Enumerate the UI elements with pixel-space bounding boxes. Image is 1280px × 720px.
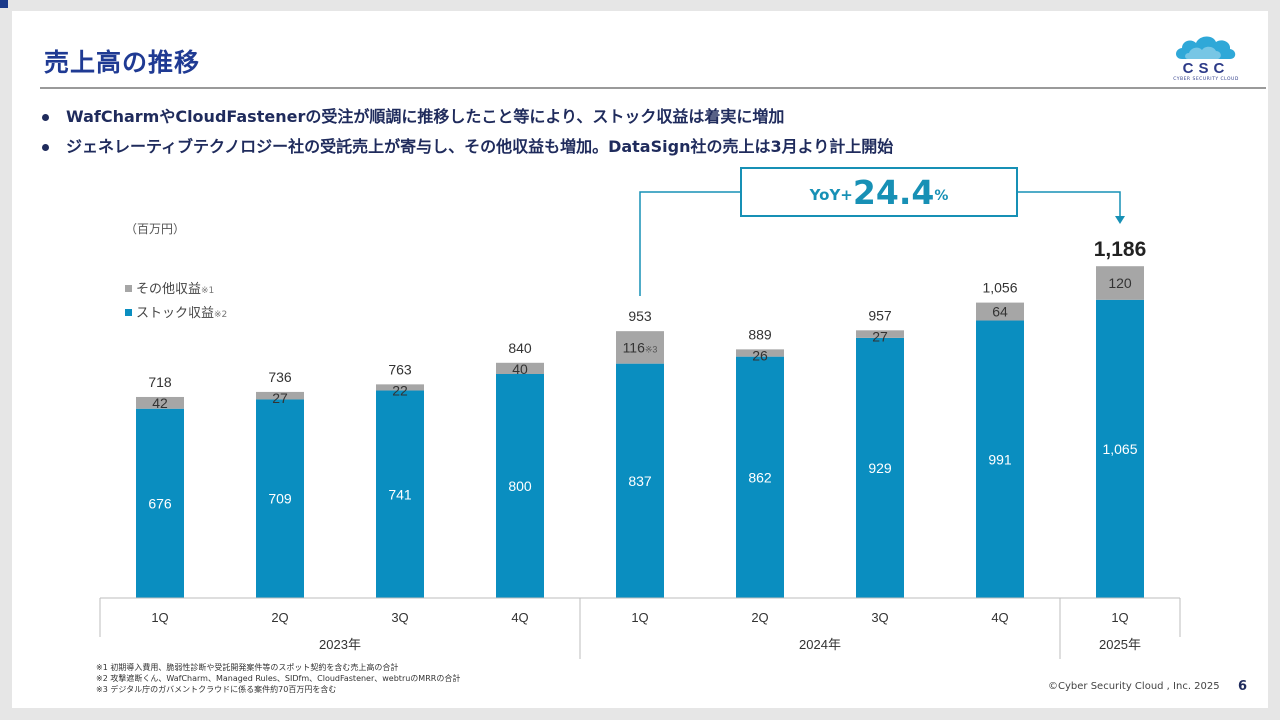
legend-label: その他収益 <box>136 282 202 297</box>
yoy-value: 24.4 <box>852 172 935 212</box>
x-tick-label: 2Q <box>271 610 288 625</box>
total-value-label: 889 <box>748 326 772 342</box>
footnote: ※2 攻撃遮断くん、WafCharm、Managed Rules、SIDfm、C… <box>96 674 461 683</box>
stock-bar <box>1096 299 1144 598</box>
stock-bar <box>976 320 1024 598</box>
legend-swatch-stock <box>125 309 132 316</box>
title-divider <box>40 87 1266 89</box>
copyright: ©Cyber Security Cloud , Inc. 2025 <box>1048 681 1220 692</box>
yoy-connector-right <box>1018 191 1121 217</box>
company-logo: CSC CYBER SECURITY CLOUD <box>1170 32 1242 82</box>
other-bar <box>976 302 1024 321</box>
summary-bullets: WafCharmやCloudFastenerの受注が順調に推移したこと等により、… <box>40 103 893 163</box>
stock-value-label: 676 <box>148 495 172 511</box>
stock-bar <box>376 390 424 598</box>
cloud-shield-icon <box>1176 36 1236 59</box>
other-value-label: 64 <box>992 304 1008 320</box>
total-value-label: 953 <box>628 308 652 324</box>
stock-value-label: 709 <box>268 491 292 507</box>
total-value-label: 763 <box>388 361 412 377</box>
legend-label: ストック収益 <box>136 306 215 321</box>
total-value-label: 736 <box>268 369 292 385</box>
x-tick-label: 4Q <box>991 610 1008 625</box>
legend-swatch-other <box>125 285 132 292</box>
other-value-label: 27 <box>872 328 888 344</box>
bullet-text: ジェネレーティブテクノロジー社の受託売上が寄与し、その他収益も増加。DataSi… <box>66 137 894 156</box>
stock-bar <box>856 337 904 598</box>
other-value-label: 22 <box>392 382 408 398</box>
yoy-connector-left <box>639 191 740 296</box>
stock-value-label: 991 <box>988 451 1012 467</box>
other-value-label: 27 <box>272 390 288 406</box>
total-value-label: 840 <box>508 340 532 356</box>
x-tick-label: 3Q <box>391 610 408 625</box>
footnote: ※1 初期導入費用、脆弱性診断や受託開発案件等のスポット契約を含む売上高の合計 <box>96 663 399 672</box>
logo-subtitle: CYBER SECURITY CLOUD <box>1173 77 1239 82</box>
x-tick-label: 1Q <box>631 610 648 625</box>
stock-bar <box>616 363 664 598</box>
bullet-item: ジェネレーティブテクノロジー社の受託売上が寄与し、その他収益も増加。DataSi… <box>40 133 893 163</box>
unit-label: （百万円） <box>125 222 186 236</box>
page-number: 6 <box>1238 679 1248 694</box>
other-value-label: 120 <box>1108 275 1132 291</box>
footnote: ※3 デジタル庁のガバメントクラウドに係る案件約70百万円を含む <box>96 685 337 694</box>
legend-note: ※1 <box>201 286 215 296</box>
stock-bar <box>496 374 544 598</box>
other-bar <box>736 349 784 357</box>
yoy-suffix: % <box>934 188 949 204</box>
legend-item-stock: ストック収益※2 <box>125 305 227 329</box>
stock-value-label: 741 <box>388 486 412 502</box>
x-tick-label: 4Q <box>511 610 528 625</box>
footnotes: ※1 初期導入費用、脆弱性診断や受託開発案件等のスポット契約を含む売上高の合計 … <box>96 662 460 695</box>
yoy-arrow-icon <box>1115 216 1125 224</box>
stock-bar <box>256 399 304 598</box>
chart-legend: その他収益※1 ストック収益※2 <box>125 281 227 329</box>
other-value-label: 26 <box>752 347 768 363</box>
total-value-label: 957 <box>868 307 892 323</box>
other-bar <box>256 391 304 400</box>
year-group-label: 2025年 <box>1099 637 1141 652</box>
corner-accent <box>0 0 8 8</box>
year-group-label: 2023年 <box>319 637 361 652</box>
x-tick-label: 3Q <box>871 610 888 625</box>
yoy-callout: YoY+ 24.4% <box>740 167 1018 217</box>
other-value-label: 42 <box>152 395 168 411</box>
other-bar <box>856 330 904 338</box>
total-value-label: 718 <box>148 374 172 390</box>
bullet-text: WafCharmやCloudFastenerの受注が順調に推移したこと等により、… <box>66 107 785 126</box>
stock-value-label: 1,065 <box>1102 441 1137 457</box>
stock-value-label: 800 <box>508 478 532 494</box>
other-bar <box>376 384 424 391</box>
bullet-dot-icon <box>42 144 49 151</box>
page-title: 売上高の推移 <box>44 48 201 77</box>
bullet-item: WafCharmやCloudFastenerの受注が順調に推移したこと等により、… <box>40 103 893 133</box>
yoy-prefix: YoY+ <box>809 186 853 204</box>
total-value-label: 1,186 <box>1094 238 1147 261</box>
stock-bar <box>136 408 184 598</box>
other-bar <box>616 331 664 364</box>
x-tick-label: 2Q <box>751 610 768 625</box>
legend-note: ※2 <box>214 310 228 320</box>
slide: 売上高の推移 CSC CYBER SECURITY CLOUD WafCharm… <box>12 11 1268 708</box>
stock-bar <box>736 356 784 598</box>
x-tick-label: 1Q <box>1111 610 1128 625</box>
legend-item-other: その他収益※1 <box>125 281 227 305</box>
year-group-label: 2024年 <box>799 637 841 652</box>
other-bar <box>136 396 184 409</box>
other-value-label: 40 <box>512 361 528 377</box>
stock-value-label: 837 <box>628 473 652 489</box>
total-value-label: 1,056 <box>982 280 1017 296</box>
other-bar <box>496 362 544 374</box>
logo-name: CSC <box>1182 60 1230 77</box>
other-bar <box>1096 266 1144 300</box>
bullet-dot-icon <box>42 114 49 121</box>
revenue-bar-chart: 676 42 718 1Q 709 27 736 2Q 741 22 763 3Q 800 40 840 4Q… <box>99 191 1181 659</box>
stock-value-label: 929 <box>868 460 892 476</box>
stock-value-label: 862 <box>748 469 772 485</box>
x-tick-label: 1Q <box>151 610 168 625</box>
